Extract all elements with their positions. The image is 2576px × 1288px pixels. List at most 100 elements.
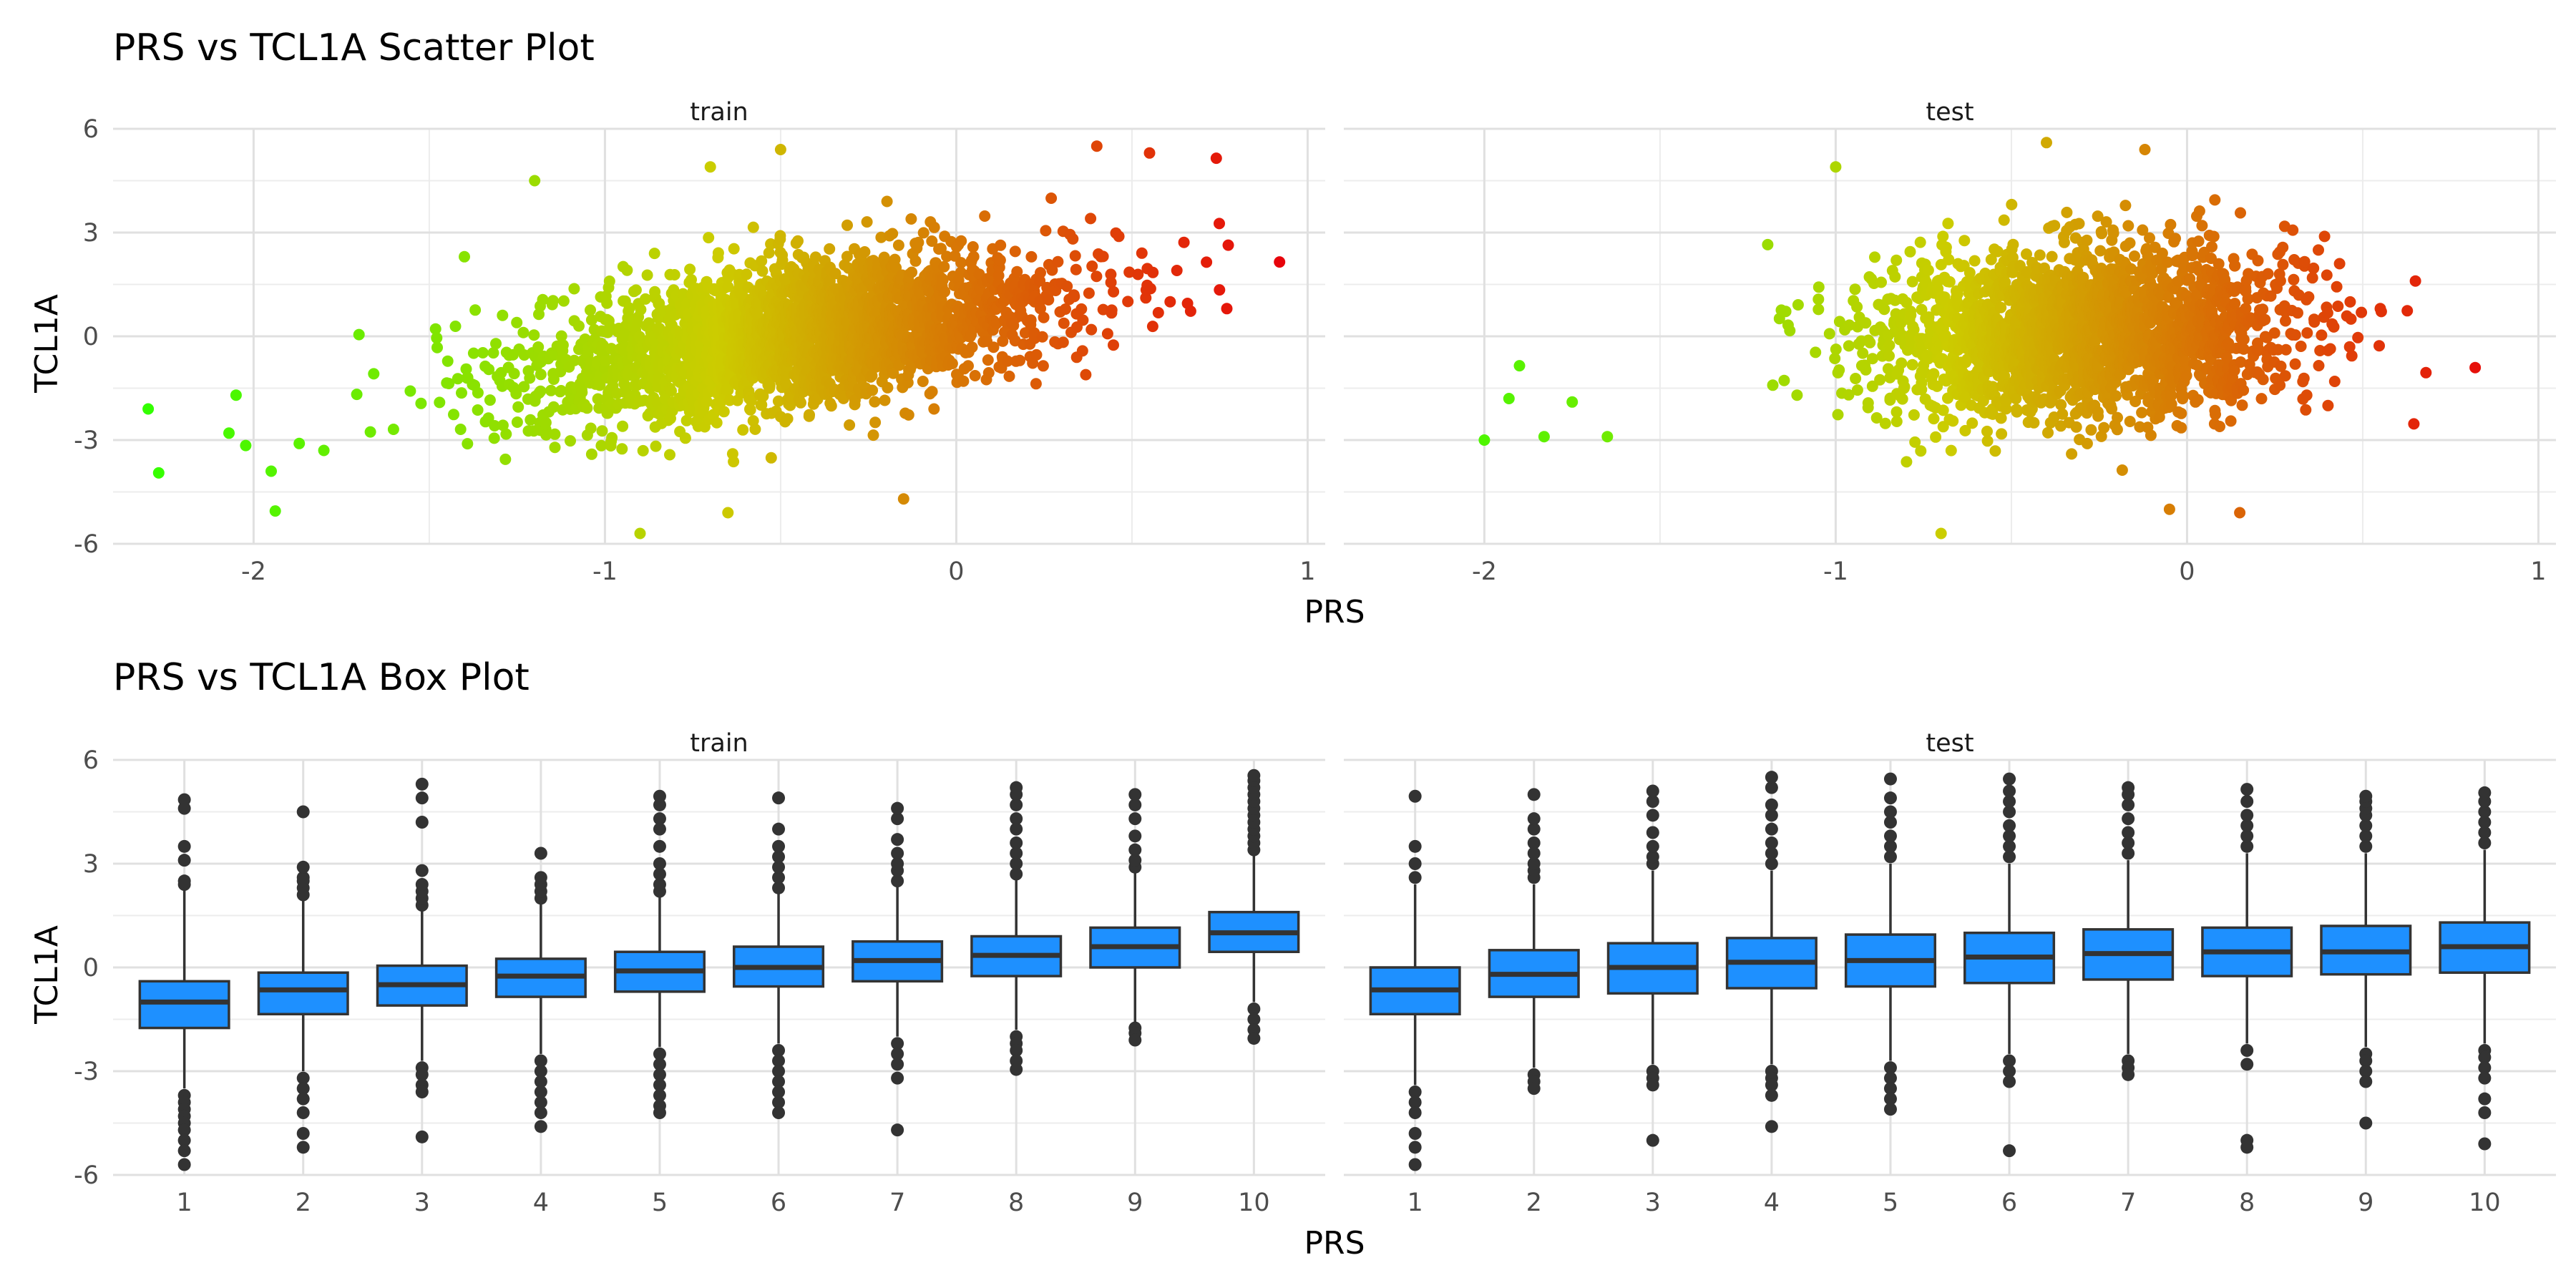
scatter-point	[1947, 415, 1959, 427]
scatter-point	[1958, 235, 1971, 247]
scatter-point	[2345, 313, 2357, 325]
scatter-point	[718, 406, 730, 418]
scatter-point	[2175, 407, 2187, 419]
scatter-point	[1070, 263, 1082, 275]
scatter-point	[967, 250, 980, 263]
scatter-point	[1143, 147, 1156, 159]
scatter-point	[781, 413, 794, 425]
scatter-point	[2193, 205, 2205, 217]
scatter-point	[600, 355, 612, 367]
scatter-point	[1966, 417, 1979, 429]
scatter-point	[701, 396, 713, 408]
scatter-point	[1928, 413, 1940, 425]
scatter-point	[875, 231, 887, 243]
scatter-point	[1989, 445, 2001, 457]
scatter-point	[982, 367, 995, 379]
scatter-point	[545, 384, 557, 396]
scatter-point	[415, 397, 427, 409]
scatter-point	[535, 369, 547, 381]
scatter-y-tick-label: 6	[83, 115, 99, 144]
scatter-point	[441, 355, 454, 367]
scatter-point	[1164, 296, 1176, 308]
box-iqr	[138, 980, 230, 1030]
scatter-point	[2316, 329, 2328, 341]
scatter-point	[2321, 307, 2333, 319]
scatter-point	[1052, 255, 1064, 268]
scatter-point	[467, 347, 479, 359]
scatter-point	[2252, 255, 2264, 267]
scatter-point	[1866, 353, 1878, 365]
scatter-point	[1035, 267, 1046, 279]
box-strip-train: train	[690, 729, 748, 758]
scatter-point	[1152, 307, 1164, 318]
scatter-point	[1037, 360, 1049, 372]
scatter-point	[795, 396, 806, 409]
scatter-point	[866, 370, 878, 382]
scatter-point	[1843, 340, 1855, 352]
scatter-point	[2192, 394, 2204, 406]
scatter-point	[2098, 421, 2110, 434]
scatter-point	[2401, 305, 2414, 317]
scatter-point	[547, 401, 560, 413]
scatter-point	[318, 444, 330, 457]
scatter-point	[1057, 336, 1069, 348]
scatter-point	[756, 399, 768, 411]
scatter-y-tick-label: 3	[83, 219, 99, 248]
scatter-plot-title: PRS vs TCL1A Scatter Plot	[113, 26, 595, 69]
scatter-point	[1566, 396, 1579, 408]
scatter-point	[469, 304, 482, 316]
scatter-point	[2352, 331, 2364, 343]
scatter-point	[859, 246, 871, 258]
scatter-point	[511, 316, 523, 328]
scatter-point	[1864, 336, 1876, 348]
scatter-point	[2046, 250, 2058, 263]
scatter-x-tick-label: 1	[2530, 557, 2546, 586]
scatter-point	[1998, 214, 2010, 226]
scatter-point	[1025, 314, 1037, 326]
scatter-point	[1890, 254, 1903, 266]
scatter-point	[955, 257, 967, 269]
scatter-point	[829, 268, 841, 280]
scatter-point	[1780, 306, 1792, 318]
scatter-point	[635, 303, 647, 316]
scatter-point	[1875, 276, 1887, 288]
scatter-point	[1067, 233, 1079, 245]
scatter-point	[962, 360, 974, 372]
scatter-point	[906, 266, 918, 278]
scatter-point	[2331, 280, 2343, 293]
scatter-point	[528, 329, 540, 341]
scatter-point	[776, 254, 789, 266]
scatter-point	[1113, 230, 1125, 243]
scatter-point	[2257, 374, 2269, 386]
scatter-point	[616, 443, 628, 455]
scatter-point	[1849, 283, 1861, 296]
scatter-point	[2170, 233, 2181, 245]
scatter-point	[966, 341, 978, 353]
scatter-point	[1906, 358, 1918, 371]
scatter-point	[1878, 303, 1890, 316]
scatter-point	[1930, 431, 1942, 443]
scatter-point	[1857, 347, 1869, 359]
box-outlier-point	[534, 871, 547, 884]
scatter-y-tick-label: 0	[83, 323, 99, 351]
scatter-point	[482, 412, 494, 424]
scatter-point	[2119, 200, 2132, 212]
scatter-point	[2212, 258, 2225, 270]
scatter-point	[664, 449, 675, 461]
scatter-point	[2303, 291, 2315, 303]
scatter-panel-test	[1344, 127, 2556, 545]
box-iqr	[257, 971, 349, 1015]
scatter-point	[2085, 424, 2097, 436]
scatter-point	[637, 444, 649, 457]
scatter-point	[1144, 283, 1156, 295]
scatter-point	[1083, 287, 1095, 299]
scatter-point	[606, 431, 618, 444]
scatter-point	[2041, 137, 2052, 149]
box-outlier-point	[653, 857, 666, 870]
scatter-point	[679, 432, 691, 444]
scatter-point	[429, 323, 441, 335]
scatter-point	[459, 250, 470, 263]
scatter-point	[1030, 378, 1042, 390]
scatter-x-tick-label: 0	[2179, 557, 2195, 586]
scatter-point	[568, 283, 580, 295]
